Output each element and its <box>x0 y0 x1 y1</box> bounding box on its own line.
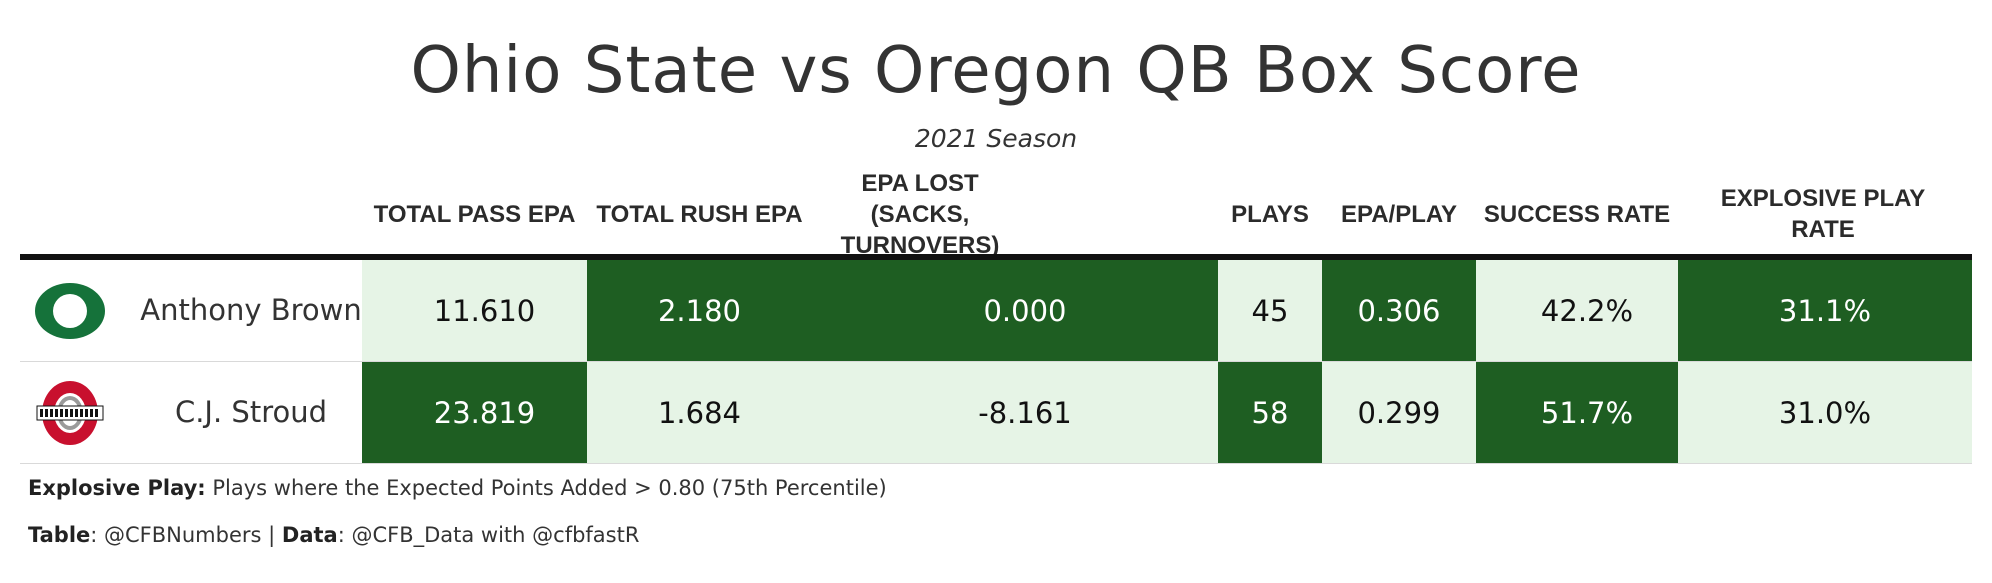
footnote-data-label: Data <box>281 523 338 547</box>
table-row: C.J. Stroud 23.819 1.684 -8.161 58 0.299… <box>20 362 1972 463</box>
footnote-table-label: Table <box>28 523 91 547</box>
cell-epa-lost: 0.000 <box>812 260 1238 361</box>
table-top-rule <box>20 254 1972 260</box>
player-name: Anthony Brown <box>140 293 362 327</box>
col-header-total-rush-epa: TOTAL RUSH EPA <box>596 200 803 228</box>
col-header-epa-per-play: EPA/PLAY <box>1340 200 1458 228</box>
cell-epa-per-play: 0.299 <box>1322 362 1476 463</box>
cell-total-pass-epa: 23.819 <box>362 362 607 463</box>
footnote-data-text: : @CFB_Data with @cfbfastR <box>337 523 640 547</box>
page-subtitle: 2021 Season <box>914 124 1078 153</box>
cell-total-rush-epa: 2.180 <box>587 260 812 361</box>
footnote-source: Table: @CFBNumbers | Data: @CFB_Data wit… <box>28 523 639 547</box>
footnote-table-text: : @CFBNumbers | <box>90 523 282 547</box>
cell-epa-per-play: 0.306 <box>1322 260 1476 361</box>
oregon-o-logo <box>20 260 120 361</box>
col-header-plays: PLAYS <box>1231 200 1309 228</box>
col-header-explosive-play-rate: EXPLOSIVE PLAY RATE <box>1720 185 1926 243</box>
cell-total-pass-epa: 11.610 <box>362 260 607 361</box>
footnote-explosive-text: Plays where the Expected Points Added > … <box>205 476 887 500</box>
row-separator <box>20 361 1972 362</box>
col-header-success-rate: SUCCESS RATE <box>1483 200 1671 228</box>
cell-success-rate: 51.7% <box>1476 362 1698 463</box>
footnote-explosive-play: Explosive Play: Plays where the Expected… <box>28 476 887 500</box>
table-row: Anthony Brown 11.610 2.180 0.000 45 0.30… <box>20 260 1972 361</box>
page-title: Ohio State vs Oregon QB Box Score <box>410 34 1582 108</box>
ohio-state-logo-graphic <box>36 380 104 445</box>
col-header-total-pass-epa: TOTAL PASS EPA <box>373 200 576 228</box>
cell-success-rate: 42.2% <box>1476 260 1698 361</box>
cell-plays: 58 <box>1218 362 1322 463</box>
table-bottom-rule <box>20 463 1972 464</box>
cell-explosive-play-rate: 31.0% <box>1678 362 1972 463</box>
oregon-o-logo-graphic <box>35 282 105 339</box>
ohio-state-logo <box>20 362 120 463</box>
cell-explosive-play-rate: 31.1% <box>1678 260 1972 361</box>
cell-plays: 45 <box>1218 260 1322 361</box>
cell-epa-lost: -8.161 <box>812 362 1238 463</box>
col-header-epa-lost: EPA LOST (SACKS, TURNOVERS) <box>840 169 1000 259</box>
footnote-explosive-label: Explosive Play: <box>28 476 206 500</box>
cell-total-rush-epa: 1.684 <box>587 362 812 463</box>
player-name: C.J. Stroud <box>174 395 328 429</box>
